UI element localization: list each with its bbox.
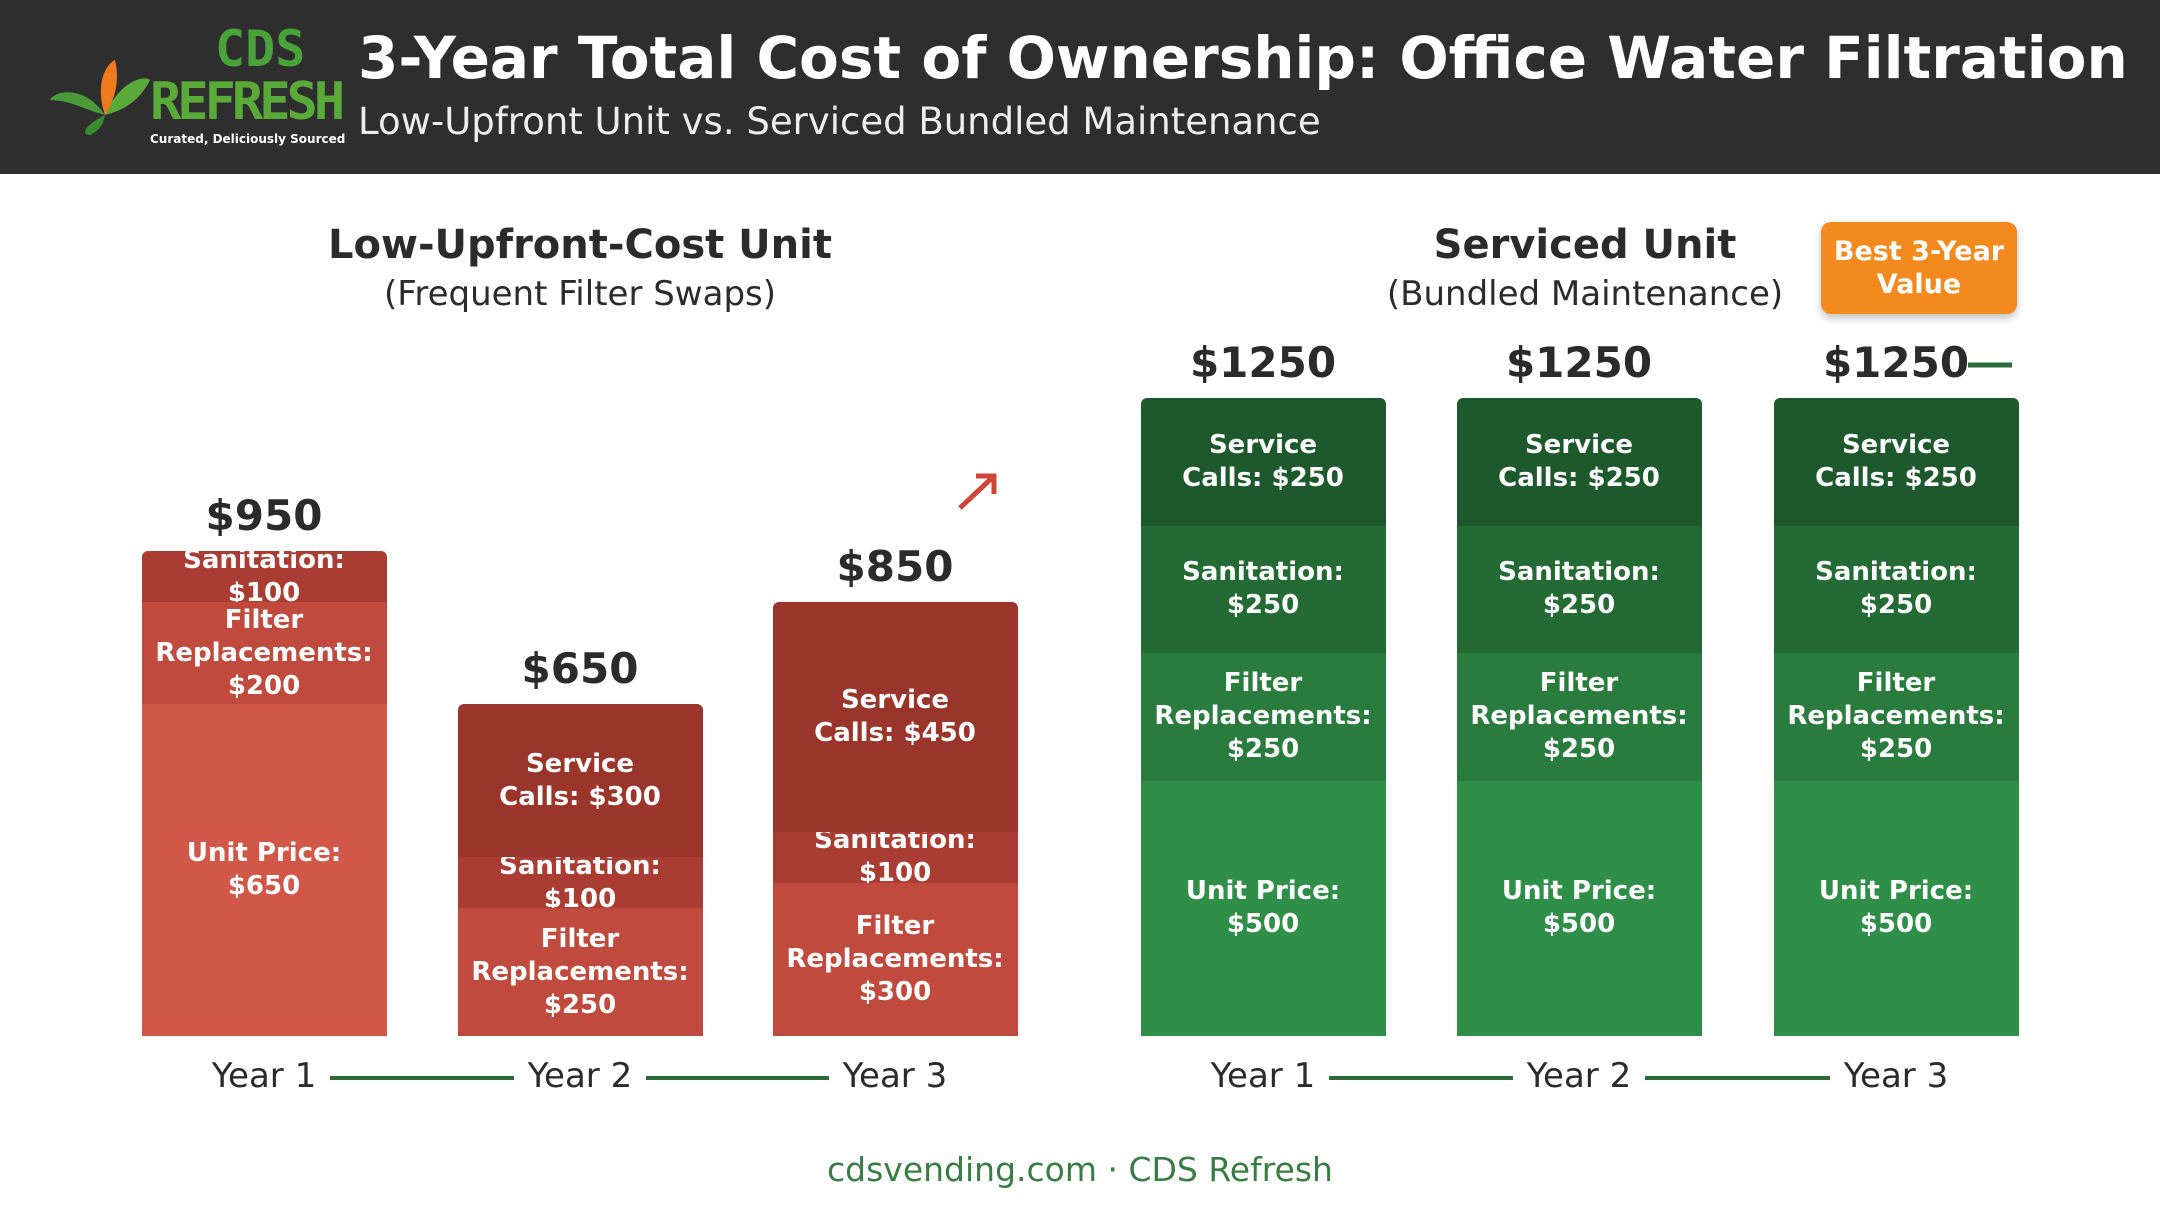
x-tick-label: Year 3 — [1843, 1056, 1949, 1096]
subtitle: Low-Upfront Unit vs. Serviced Bundled Ma… — [358, 100, 1321, 143]
bar-segment: Service Calls: $250 — [1773, 398, 2019, 526]
year-connector — [330, 1076, 514, 1080]
chart-subtitle: (Bundled Maintenance) — [1386, 274, 1784, 314]
total-label: $650 — [521, 644, 639, 694]
bar-segment: Sanitation: $250 — [1456, 525, 1702, 654]
x-tick-label: Year 2 — [527, 1056, 633, 1096]
bar-segment: Filter Replacements: $250 — [1773, 653, 2019, 781]
bar-segment: Sanitation: $250 — [1140, 525, 1386, 654]
bar-segment: Service Calls: $300 — [457, 704, 703, 858]
bar-segment: Filter Replacements: $250 — [1140, 653, 1386, 781]
bar-segment: Filter Replacements: $250 — [457, 908, 703, 1036]
year-connector — [1329, 1076, 1513, 1080]
bar-segment: Service Calls: $250 — [1456, 398, 1702, 526]
trend-arrow — [958, 473, 997, 510]
bar-segment: Unit Price: $500 — [1456, 780, 1702, 1036]
year-connector — [1645, 1076, 1830, 1080]
bar-segment: Service Calls: $250 — [1140, 398, 1386, 526]
bar-segment: Unit Price: $500 — [1140, 780, 1386, 1036]
bar-segment: Filter Replacements: $250 — [1456, 653, 1702, 781]
x-tick-label: Year 2 — [1526, 1056, 1632, 1096]
chart-title: Low-Upfront-Cost Unit — [328, 222, 832, 268]
bar-segment: Unit Price: $650 — [141, 704, 387, 1036]
header: CDS REFRESH Curated, Deliciously Sourced… — [0, 0, 2160, 174]
logo-tagline: Curated, Deliciously Sourced — [150, 132, 346, 146]
bar-segment: Unit Price: $500 — [1773, 780, 2019, 1036]
total-label: $1250 — [1505, 338, 1653, 387]
x-tick-label: Year 3 — [842, 1056, 948, 1096]
bar-segment: Filter Replacements: $300 — [772, 882, 1018, 1036]
bar-segment: Sanitation: $100 — [772, 831, 1018, 883]
x-tick-label: Year 1 — [1210, 1056, 1316, 1096]
bar-segment: Sanitation: $100 — [141, 551, 387, 603]
logo-leaves — [50, 60, 150, 135]
footer: cdsvending.com · CDS Refresh — [827, 1150, 1333, 1189]
bar-segment: Service Calls: $450 — [772, 602, 1018, 832]
total-label: $1250 — [1822, 338, 1970, 387]
title: 3-Year Total Cost of Ownership: Office W… — [358, 24, 2128, 92]
year-connector — [646, 1076, 829, 1080]
total-label: $850 — [836, 542, 954, 592]
total-label: $950 — [205, 491, 323, 541]
chart-subtitle: (Frequent Filter Swaps) — [383, 274, 777, 314]
badge: Best 3-Year Value — [1821, 222, 2017, 314]
x-tick-label: Year 1 — [211, 1056, 317, 1096]
total-label: $1250 — [1189, 338, 1337, 387]
logo-line2: REFRESH — [150, 72, 345, 132]
chart-title: Serviced Unit — [1433, 222, 1737, 268]
logo-line1: CDS — [215, 20, 306, 78]
bar-segment: Sanitation: $250 — [1773, 525, 2019, 654]
bar-segment: Filter Replacements: $200 — [141, 602, 387, 705]
bar-segment: Sanitation: $100 — [457, 857, 703, 909]
